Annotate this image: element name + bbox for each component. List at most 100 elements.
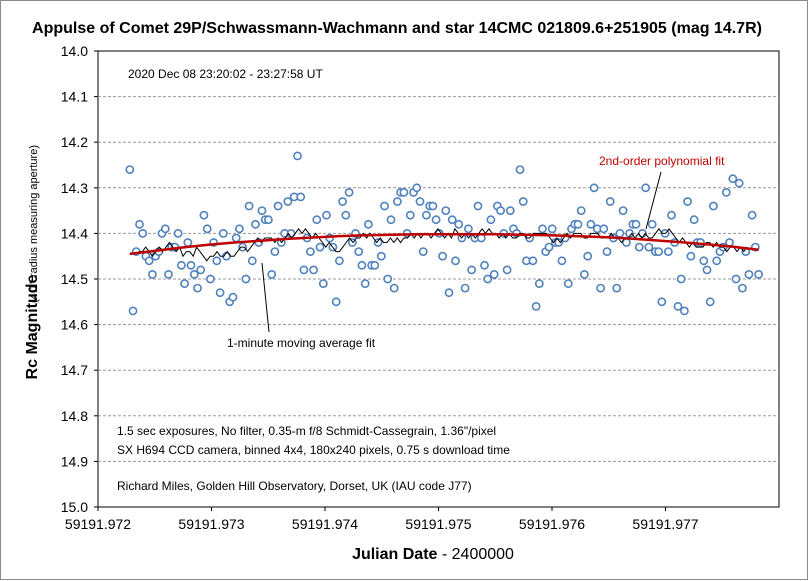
data-point	[673, 301, 683, 311]
data-point	[344, 187, 354, 197]
data-point	[738, 283, 747, 293]
x-axis-title: Julian Date - 2400000	[352, 546, 514, 563]
data-point	[538, 224, 547, 234]
x-tick-label: 59191.972	[65, 516, 131, 532]
data-point	[399, 187, 409, 197]
y-tick-label: 14.0	[61, 43, 88, 59]
data-point	[357, 260, 367, 270]
data-point	[376, 251, 386, 261]
polynomial-fit-line	[129, 233, 759, 256]
moving-average-arrow	[261, 262, 270, 333]
data-point	[234, 224, 244, 234]
data-point	[354, 247, 364, 256]
data-point	[180, 279, 189, 288]
info-line-3: Richard Miles, Golden Hill Observatory, …	[117, 479, 472, 493]
data-point	[615, 228, 625, 238]
data-point	[331, 297, 341, 307]
data-point	[389, 283, 399, 293]
data-point	[489, 269, 499, 279]
data-point	[576, 206, 586, 215]
data-point	[189, 269, 199, 279]
data-point	[557, 256, 567, 266]
data-point	[547, 224, 557, 234]
data-point	[634, 242, 644, 252]
data-point	[128, 306, 138, 316]
y-axis-title-group: Rc Magnitude (4.1" radius measuring aper…	[24, 145, 41, 379]
data-point	[699, 256, 709, 266]
data-point	[334, 256, 344, 266]
data-point	[528, 256, 538, 266]
data-point	[734, 178, 744, 188]
x-axis-ticks: 59191.972 59191.973 59191.974 59191.975 5919…	[65, 507, 699, 532]
x-tick-label: 59191.974	[292, 516, 358, 532]
data-point	[202, 224, 212, 234]
y-axis-title: Rc Magnitude	[24, 274, 41, 379]
data-point	[283, 197, 293, 206]
y-tick-label: 14.8	[61, 408, 88, 424]
data-point	[199, 210, 209, 220]
data-point	[473, 201, 483, 211]
y-tick-label: 15.0	[61, 499, 88, 515]
data-point	[241, 274, 251, 284]
data-point	[421, 210, 431, 220]
data-point	[731, 274, 741, 284]
moving-average-line	[138, 227, 748, 262]
data-point	[463, 224, 473, 234]
data-point	[667, 210, 676, 220]
y-tick-label: 14.2	[61, 134, 88, 150]
data-point	[386, 215, 396, 225]
y-tick-label: 14.6	[61, 317, 88, 333]
info-line-1: 1.5 sec exposures, No filter, 0.35-m f/8…	[117, 424, 496, 438]
data-point	[680, 306, 689, 316]
data-point	[418, 247, 428, 256]
data-point	[196, 265, 206, 275]
data-point	[563, 279, 573, 288]
y-tick-label: 14.1	[61, 89, 88, 105]
data-point	[438, 251, 447, 261]
data-point	[583, 251, 593, 261]
data-point	[554, 238, 563, 247]
data-point	[428, 201, 438, 211]
data-points	[125, 151, 763, 316]
data-point	[454, 219, 464, 229]
polynomial-fit-label: 2nd-order polynomial fit	[599, 154, 725, 168]
data-point	[160, 224, 170, 234]
data-point	[257, 206, 267, 215]
data-point	[534, 279, 544, 288]
data-point	[754, 269, 763, 279]
date-note: 2020 Dec 08 23:20:02 - 23:27:58 UT	[128, 67, 323, 81]
data-point	[218, 228, 228, 238]
data-point	[596, 283, 605, 293]
data-point	[721, 187, 731, 197]
x-tick-label: 59191.973	[178, 516, 244, 532]
data-point	[164, 269, 173, 279]
data-point	[312, 215, 322, 225]
data-point	[363, 219, 373, 229]
y-tick-label: 14.4	[61, 225, 88, 241]
data-point	[392, 197, 402, 206]
data-point	[747, 210, 757, 220]
data-point	[467, 265, 476, 275]
data-point	[176, 260, 186, 270]
data-point	[405, 210, 415, 220]
x-tick-label: 59191.976	[519, 516, 585, 532]
data-point	[373, 238, 383, 247]
y-axis-ticks: 14.0 14.1 14.2 14.3 14.4 14.5 14.6 14.7 14.8 14.9…	[61, 43, 98, 515]
data-point	[228, 292, 238, 302]
data-point	[702, 265, 712, 275]
data-point	[705, 297, 715, 307]
data-point	[663, 247, 673, 256]
data-point	[515, 165, 525, 174]
data-point	[683, 197, 692, 206]
data-point	[296, 192, 306, 202]
data-point	[647, 219, 657, 229]
data-point	[709, 201, 718, 211]
data-point	[231, 233, 241, 243]
data-point	[144, 256, 154, 266]
data-point	[247, 256, 257, 266]
data-point	[412, 183, 422, 193]
data-point	[483, 274, 493, 284]
data-point	[318, 279, 328, 288]
data-point	[605, 197, 615, 206]
data-point	[451, 256, 460, 266]
